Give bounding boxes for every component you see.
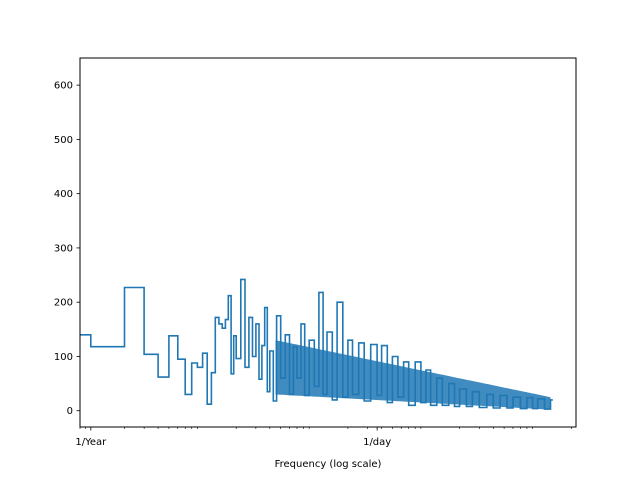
y-tick-label: 0 [67,406,73,417]
series-group [80,278,553,410]
plot-area [80,278,553,410]
y-tick-label: 500 [54,135,73,146]
y-tick-label: 400 [54,189,73,200]
series-line [80,278,553,410]
y-tick-label: 200 [54,298,73,309]
axes-frame [79,57,577,428]
y-tick-label: 100 [54,352,73,363]
y-tick-label: 600 [54,81,73,92]
axis-ticks: 0 100 200 300 400 500 600 1/Year 1/day [54,81,572,448]
x-axis-label: Frequency (log scale) [275,459,382,470]
x-tick-label: 1/day [363,437,391,448]
y-tick-label: 300 [54,243,73,254]
x-tick-label: 1/Year [75,437,107,448]
series-noise-band [275,340,551,410]
